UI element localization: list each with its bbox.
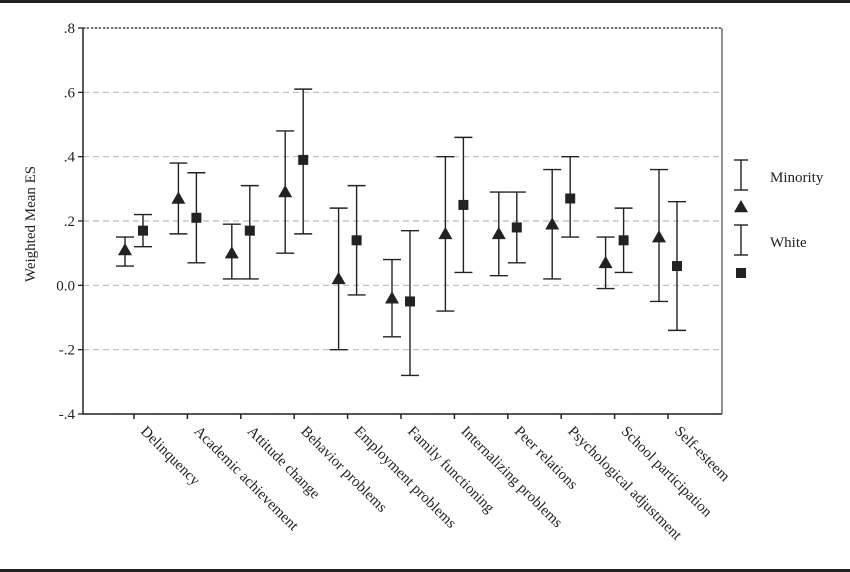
white-mean-marker [458, 199, 469, 210]
legend-item-minority: Minority [734, 159, 824, 213]
legend-item-white: White [734, 224, 807, 278]
y-tick-label: 0.0 [56, 278, 75, 294]
white-mean-marker [244, 225, 255, 236]
category-label: Internalizing problems [458, 424, 566, 532]
minority-mean-marker [385, 291, 399, 304]
white-mean-marker [138, 225, 148, 236]
minority-mean-marker [438, 226, 453, 240]
minority-mean-marker [171, 191, 186, 204]
legend: Minority White [734, 159, 824, 278]
legend-triangle-marker [734, 200, 748, 213]
white-mean-marker [618, 235, 629, 246]
white-mean-marker [405, 296, 415, 307]
white-mean-marker [511, 222, 522, 233]
y-tick-label: .4 [64, 150, 76, 166]
legend-label-white: White [770, 235, 807, 251]
white-mean-marker [191, 212, 202, 223]
data-marks [116, 88, 686, 377]
bottom-border [0, 569, 850, 572]
y-tick-label: .6 [64, 85, 76, 101]
minority-mean-marker [545, 217, 560, 230]
minority-mean-marker [278, 185, 293, 198]
category-label: Academic achievement [191, 424, 302, 535]
legend-label-minority: Minority [770, 170, 824, 186]
y-tick-label: .8 [64, 21, 75, 37]
minority-mean-marker [598, 255, 613, 269]
white-mean-marker [298, 154, 309, 165]
y-axis-title: Weighted Mean ES [23, 166, 39, 282]
category-label: Employment problems [351, 424, 459, 532]
minority-mean-marker [224, 246, 239, 259]
minority-mean-marker [118, 242, 132, 256]
top-border [0, 0, 850, 3]
y-tick-label: -.2 [59, 343, 75, 359]
white-mean-marker [672, 261, 682, 272]
y-tick-label: -.4 [59, 407, 76, 423]
minority-mean-marker [491, 226, 506, 240]
white-mean-marker [565, 193, 576, 204]
minority-mean-marker [652, 230, 666, 243]
minority-mean-marker [331, 271, 346, 285]
category-label: School participation [618, 424, 715, 521]
axes: .8 .6 .4 .2 0.0 -.2 -.4 [56, 21, 723, 423]
white-mean-marker [351, 235, 362, 246]
y-tick-label: .2 [64, 214, 75, 230]
legend-square-marker [736, 268, 746, 278]
